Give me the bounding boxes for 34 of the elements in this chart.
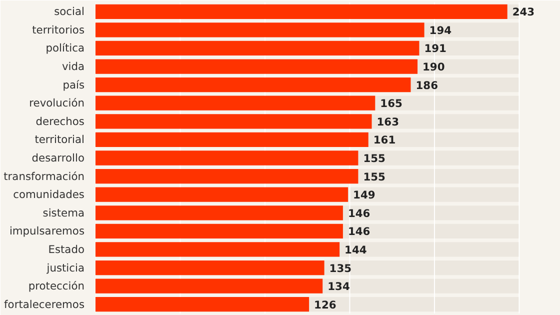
y-tick-label: impulsaremos [9,224,85,238]
data-label: 165 [380,97,402,110]
data-label: 146 [348,206,370,220]
data-label: 149 [353,188,376,202]
data-label: 190 [422,60,445,74]
y-tick-label: transformación [4,170,85,183]
data-label: 146 [348,225,370,238]
y-tick-label: desarrollo [32,152,85,164]
y-tick-label: revolución [29,96,85,110]
y-tick-label: territorial [34,133,85,146]
y-tick-label: territorios [32,23,85,36]
data-label: 144 [344,243,367,256]
data-label: 135 [329,262,352,275]
y-tick-label: derechos [36,114,85,128]
y-tick-label: protección [28,280,85,293]
y-tick-label: justicia [46,261,85,274]
y-tick-label: social [54,5,85,18]
data-label: 161 [373,134,396,147]
data-label: 126 [314,298,336,312]
data-label: 194 [429,24,452,37]
y-tick-label: política [46,42,84,55]
data-label: 163 [376,115,400,128]
data-label: 155 [363,170,386,184]
y-tick-label: Estado [48,242,85,256]
y-tick-label: sistema [42,206,85,220]
data-label: 191 [424,42,446,56]
data-label: 155 [363,152,386,165]
y-tick-label: vida [62,60,84,74]
y-tick-label: comunidades [13,188,85,202]
data-label: 134 [328,280,350,294]
y-tick-label: fortaleceremos [4,298,85,311]
y-tick-label: país [62,78,85,92]
data-label: 243 [512,6,535,19]
data-label: 186 [416,78,438,92]
